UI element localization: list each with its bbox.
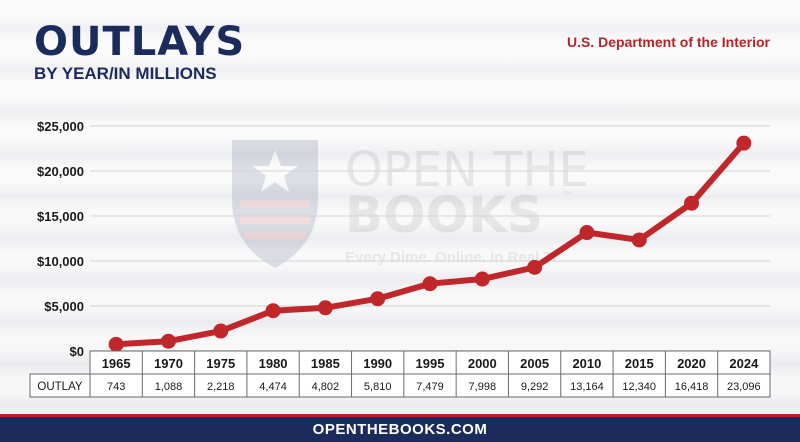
data-label: 5,810 — [364, 381, 392, 393]
page-subtitle: BY YEAR/IN MILLIONS — [34, 64, 217, 83]
data-label: 2,218 — [207, 381, 235, 393]
data-point — [736, 135, 752, 151]
x-tick-label: 2024 — [729, 356, 759, 371]
data-label: 23,096 — [727, 381, 761, 393]
watermark-line1: OPEN THE — [345, 142, 589, 198]
x-tick-label: 2010 — [572, 356, 601, 371]
data-label: 1,088 — [155, 381, 183, 393]
shield-logo-icon — [232, 140, 318, 268]
data-point — [631, 232, 647, 248]
x-tick-label: 1975 — [206, 356, 235, 371]
x-tick-label: 1980 — [259, 356, 288, 371]
watermark: OPEN THE BOOKS ™ Every Dime. Online. In … — [232, 140, 589, 268]
y-tick-label: $10,000 — [37, 254, 84, 269]
data-label: 4,802 — [312, 381, 340, 393]
data-label: 7,479 — [416, 381, 444, 393]
data-point — [474, 271, 490, 287]
data-point — [370, 291, 386, 307]
footer-url[interactable]: OPENTHEBOOKS.COM — [0, 414, 800, 442]
data-label: 7,998 — [469, 381, 497, 393]
agency-name: U.S. Department of the Interior — [566, 34, 770, 50]
data-point — [317, 300, 333, 316]
data-point — [265, 303, 281, 319]
table-row-label: OUTLAY — [37, 381, 82, 393]
x-tick-label: 2020 — [677, 356, 706, 371]
data-point — [527, 259, 543, 275]
data-point — [108, 336, 124, 352]
y-axis-ticks: $0 $5,000 $10,000 $15,000 $20,000 $25,000 — [37, 119, 84, 359]
x-tick-label: 1965 — [102, 356, 131, 371]
x-tick-label: 2015 — [625, 356, 654, 371]
watermark-line2: BOOKS — [345, 186, 543, 244]
page-title: OUTLAYS — [34, 19, 246, 65]
y-tick-label: $20,000 — [37, 164, 84, 179]
y-tick-label: $0 — [70, 344, 84, 359]
x-tick-label: 1985 — [311, 356, 340, 371]
x-tick-label: 1990 — [363, 356, 392, 371]
watermark-tagline: Every Dime. Online. In Real Ti — [345, 249, 556, 266]
x-tick-label: 2005 — [520, 356, 549, 371]
data-point — [160, 333, 176, 349]
data-label: 16,418 — [675, 381, 709, 393]
data-label: 9,292 — [521, 381, 549, 393]
x-tick-label: 1970 — [154, 356, 183, 371]
data-label: 13,164 — [570, 381, 604, 393]
y-tick-label: $5,000 — [44, 299, 84, 314]
data-point — [579, 225, 595, 241]
x-tick-label: 1995 — [416, 356, 445, 371]
x-tick-label: 2000 — [468, 356, 497, 371]
data-point — [684, 195, 700, 211]
data-point — [422, 276, 438, 292]
data-label: 4,474 — [259, 381, 287, 393]
data-table: OUTLAY 1965 743 1970 1,088 1975 2,218 1980 4,474… — [29, 350, 771, 398]
data-point — [213, 323, 229, 339]
plot-area — [108, 135, 752, 352]
watermark-tm: ™ — [562, 189, 574, 203]
y-tick-label: $25,000 — [37, 119, 84, 134]
data-label: 743 — [107, 381, 125, 393]
data-label: 12,340 — [622, 381, 656, 393]
table-value-row — [29, 373, 771, 398]
y-tick-label: $15,000 — [37, 209, 84, 224]
